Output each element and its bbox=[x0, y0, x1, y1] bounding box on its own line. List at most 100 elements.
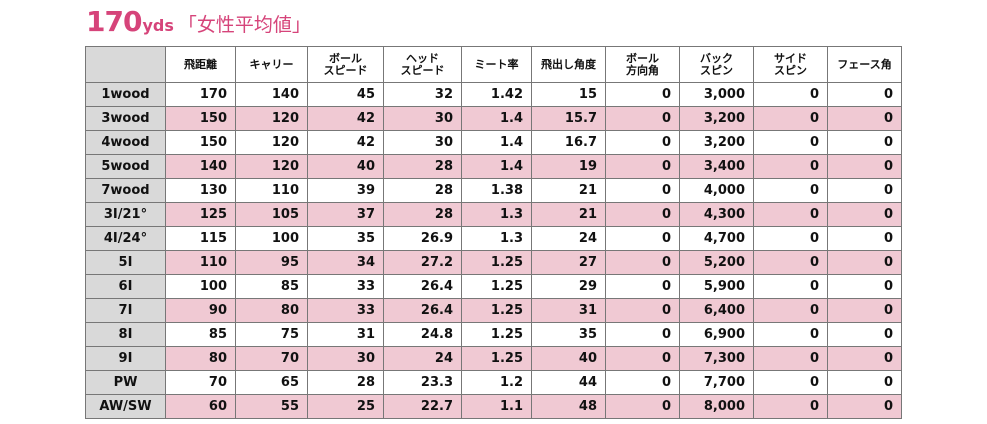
table-row: 7I 90 80 33 26.4 1.25 31 0 6,400 0 0 bbox=[85, 298, 902, 323]
table-cell: 0 bbox=[827, 346, 902, 371]
column-header: 飛出し角度 bbox=[531, 46, 606, 83]
table-row: 5I 110 95 34 27.2 1.25 27 0 5,200 0 0 bbox=[85, 250, 902, 275]
table-cell: 0 bbox=[753, 250, 828, 275]
table-cell: 75 bbox=[235, 322, 308, 347]
table-cell: 1.25 bbox=[461, 274, 532, 299]
table-cell: 1.38 bbox=[461, 178, 532, 203]
table-cell: 0 bbox=[827, 250, 902, 275]
table-row: 6I 100 85 33 26.4 1.25 29 0 5,900 0 0 bbox=[85, 274, 902, 299]
table-cell: 28 bbox=[307, 370, 384, 395]
table-cell: 0 bbox=[753, 130, 828, 155]
table-cell: 150 bbox=[165, 106, 236, 131]
table-cell: 0 bbox=[753, 394, 828, 419]
table-cell: 140 bbox=[165, 154, 236, 179]
table-cell: 0 bbox=[827, 106, 902, 131]
title-label: 「女性平均値」 bbox=[177, 14, 311, 36]
table-cell: 140 bbox=[235, 82, 308, 107]
table-row: 5wood 140 120 40 28 1.4 19 0 3,400 0 0 bbox=[85, 154, 902, 179]
row-label-club: PW bbox=[85, 370, 166, 395]
table-cell: 1.25 bbox=[461, 322, 532, 347]
column-header: ボール スピード bbox=[307, 46, 384, 83]
table-cell: 0 bbox=[827, 274, 902, 299]
page-title: 170 yds 「女性平均値」 bbox=[86, 5, 311, 38]
table-header-row: 飛距離 キャリー ボール スピード ヘッド スピード ミート率 飛出し角度 ボール 方向角 バックス… bbox=[85, 46, 902, 83]
table-row: 3I/21° 125 105 37 28 1.3 21 0 4,300 0 0 bbox=[85, 202, 902, 227]
table-cell: 31 bbox=[307, 322, 384, 347]
table-cell: 0 bbox=[605, 250, 680, 275]
table-cell: 0 bbox=[827, 154, 902, 179]
table-cell: 120 bbox=[235, 154, 308, 179]
table-cell: 0 bbox=[827, 82, 902, 107]
table-cell: 24 bbox=[531, 226, 606, 251]
table-cell: 0 bbox=[827, 202, 902, 227]
table-cell: 0 bbox=[605, 178, 680, 203]
row-label-club: 8I bbox=[85, 322, 166, 347]
table-cell: 5,200 bbox=[679, 250, 754, 275]
row-label-club: 5wood bbox=[85, 154, 166, 179]
table-row: 7wood 130 110 39 28 1.38 21 0 4,000 0 0 bbox=[85, 178, 902, 203]
table-cell: 3,200 bbox=[679, 106, 754, 131]
table-cell: 85 bbox=[165, 322, 236, 347]
row-label-club: 4I/24° bbox=[85, 226, 166, 251]
table-cell: 0 bbox=[605, 154, 680, 179]
column-header: 飛距離 bbox=[165, 46, 236, 83]
table-cell: 15.7 bbox=[531, 106, 606, 131]
column-header: サイド スピン bbox=[753, 46, 828, 83]
table-cell: 28 bbox=[383, 154, 462, 179]
table-cell: 0 bbox=[605, 370, 680, 395]
table-cell: 37 bbox=[307, 202, 384, 227]
table-cell: 0 bbox=[827, 178, 902, 203]
table-cell: 0 bbox=[753, 82, 828, 107]
table-cell: 3,200 bbox=[679, 130, 754, 155]
table-cell: 110 bbox=[165, 250, 236, 275]
table-cell: 95 bbox=[235, 250, 308, 275]
table-cell: 32 bbox=[383, 82, 462, 107]
table-row: 9I 80 70 30 24 1.25 40 0 7,300 0 0 bbox=[85, 346, 902, 371]
row-label-club: 3I/21° bbox=[85, 202, 166, 227]
table-cell: 70 bbox=[235, 346, 308, 371]
table-cell: 0 bbox=[827, 130, 902, 155]
table-cell: 1.25 bbox=[461, 250, 532, 275]
table-cell: 0 bbox=[753, 346, 828, 371]
table-cell: 85 bbox=[235, 274, 308, 299]
table-cell: 6,900 bbox=[679, 322, 754, 347]
table-cell: 3,000 bbox=[679, 82, 754, 107]
table-cell: 35 bbox=[531, 322, 606, 347]
table-cell: 23.3 bbox=[383, 370, 462, 395]
table-cell: 1.25 bbox=[461, 298, 532, 323]
table-cell: 110 bbox=[235, 178, 308, 203]
table-cell: 100 bbox=[165, 274, 236, 299]
table-cell: 125 bbox=[165, 202, 236, 227]
table-cell: 1.4 bbox=[461, 106, 532, 131]
table-cell: 44 bbox=[531, 370, 606, 395]
table-cell: 65 bbox=[235, 370, 308, 395]
column-header: ヘッド スピード bbox=[383, 46, 462, 83]
table-cell: 35 bbox=[307, 226, 384, 251]
table-row: AW/SW 60 55 25 22.7 1.1 48 0 8,000 0 0 bbox=[85, 394, 902, 419]
row-label-club: 4wood bbox=[85, 130, 166, 155]
table-row: 1wood 170 140 45 32 1.42 15 0 3,000 0 0 bbox=[85, 82, 902, 107]
table-cell: 55 bbox=[235, 394, 308, 419]
table-cell: 100 bbox=[235, 226, 308, 251]
table-cell: 0 bbox=[753, 226, 828, 251]
table-cell: 1.3 bbox=[461, 202, 532, 227]
column-header: ミート率 bbox=[461, 46, 532, 83]
table-body: 1wood 170 140 45 32 1.42 15 0 3,000 0 0 3wood 150 120… bbox=[85, 82, 902, 419]
table-cell: 1.2 bbox=[461, 370, 532, 395]
table-cell: 3,400 bbox=[679, 154, 754, 179]
table-cell: 60 bbox=[165, 394, 236, 419]
table-cell: 0 bbox=[753, 370, 828, 395]
table-cell: 24 bbox=[383, 346, 462, 371]
row-label-club: 9I bbox=[85, 346, 166, 371]
table-cell: 29 bbox=[531, 274, 606, 299]
table-cell: 16.7 bbox=[531, 130, 606, 155]
table-cell: 26.4 bbox=[383, 298, 462, 323]
table-cell: 1.3 bbox=[461, 226, 532, 251]
table-cell: 25 bbox=[307, 394, 384, 419]
table-cell: 42 bbox=[307, 130, 384, 155]
table-cell: 33 bbox=[307, 274, 384, 299]
table-cell: 26.4 bbox=[383, 274, 462, 299]
table-cell: 0 bbox=[753, 178, 828, 203]
table-cell: 115 bbox=[165, 226, 236, 251]
table-cell: 0 bbox=[605, 106, 680, 131]
